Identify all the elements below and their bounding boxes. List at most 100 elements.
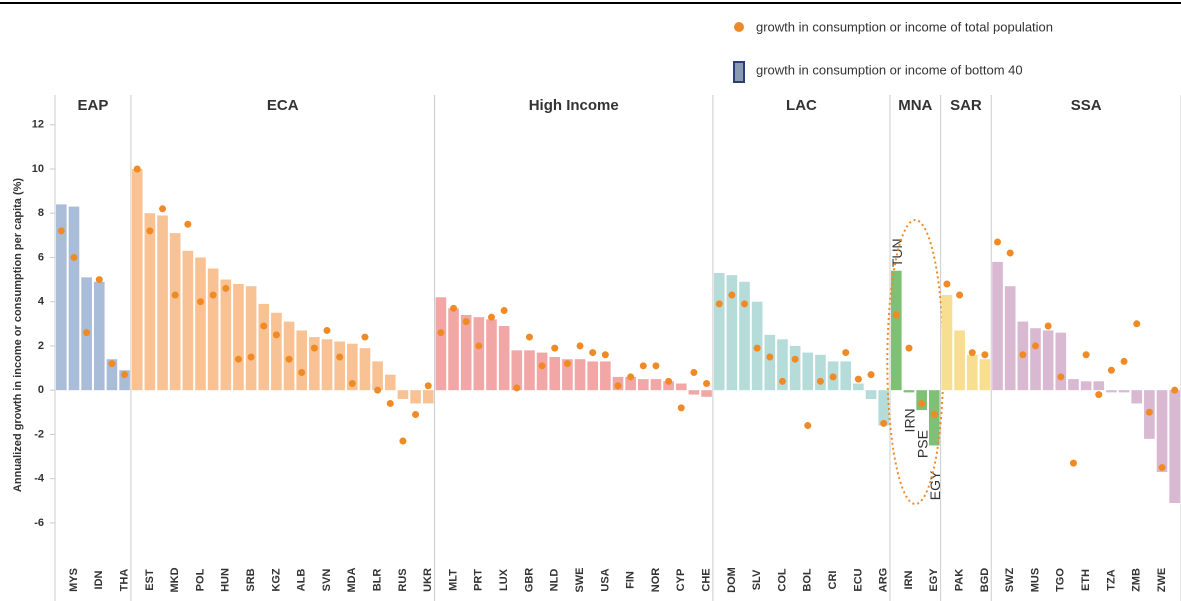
dot xyxy=(741,300,749,308)
dot xyxy=(551,344,559,352)
bar xyxy=(410,390,421,404)
x-tick-label: ECU xyxy=(852,568,864,591)
bar xyxy=(701,390,712,397)
dot xyxy=(1044,322,1052,330)
dot xyxy=(1145,408,1153,416)
panel-title: SSA xyxy=(1071,97,1102,114)
dot xyxy=(627,373,635,381)
dot xyxy=(854,375,862,383)
bar xyxy=(903,390,915,393)
panel-title: LAC xyxy=(786,97,817,114)
bar xyxy=(435,297,447,391)
dot xyxy=(690,368,698,376)
legend-dot xyxy=(734,22,744,32)
x-tick-label: TGO xyxy=(1055,568,1067,592)
dot xyxy=(437,329,445,337)
bar xyxy=(600,361,611,391)
dot xyxy=(1069,459,1077,467)
bar xyxy=(536,352,548,391)
dot xyxy=(677,404,685,412)
bar xyxy=(498,326,510,391)
dot xyxy=(57,227,65,235)
dot xyxy=(500,307,508,315)
bar xyxy=(574,359,586,391)
dot xyxy=(83,329,91,337)
legend-label: growth in consumption or income of total… xyxy=(756,19,1053,34)
bar xyxy=(675,383,687,391)
bar xyxy=(663,381,674,391)
dot xyxy=(715,300,723,308)
panel-title: MNA xyxy=(898,97,932,114)
x-tick-label: MUS xyxy=(1029,568,1041,592)
dot xyxy=(943,280,951,288)
dot xyxy=(930,410,938,418)
dot xyxy=(816,377,824,385)
dot xyxy=(222,284,230,292)
bar xyxy=(473,317,485,391)
x-tick-label: FIN xyxy=(625,571,637,589)
x-tick-label: HUN xyxy=(220,568,232,592)
y-tick-label: 2 xyxy=(38,340,44,352)
dot xyxy=(1120,357,1128,365)
dot xyxy=(399,437,407,445)
dot xyxy=(1082,351,1090,359)
bar xyxy=(245,286,257,391)
panel-title: SAR xyxy=(950,97,982,114)
x-tick-label: SLV xyxy=(751,569,763,590)
dot xyxy=(95,276,103,284)
x-tick-label: IDN xyxy=(93,570,105,589)
dot xyxy=(867,371,875,379)
bar xyxy=(460,314,472,391)
y-tick-label: 0 xyxy=(38,384,44,396)
dot xyxy=(563,360,571,368)
bar xyxy=(1106,390,1117,393)
bar xyxy=(865,390,877,400)
dot xyxy=(121,371,129,379)
x-tick-label: CRI xyxy=(827,571,839,590)
bar xyxy=(1080,381,1092,391)
x-tick-label: ETH xyxy=(1080,569,1092,591)
bar xyxy=(802,352,814,391)
dot xyxy=(842,349,850,357)
annotation: EGY xyxy=(927,470,943,500)
x-tick-label: BGD xyxy=(979,568,991,593)
bar xyxy=(1131,390,1143,404)
dot xyxy=(728,291,736,299)
bar xyxy=(789,345,801,391)
dot xyxy=(589,349,597,357)
dot xyxy=(981,351,989,359)
x-tick-label: USA xyxy=(599,568,611,591)
bar xyxy=(941,295,953,391)
dot xyxy=(310,344,318,352)
panel-title: High Income xyxy=(529,97,619,114)
x-tick-label: UKR xyxy=(422,568,434,592)
dot xyxy=(1032,342,1040,350)
y-tick-label: 10 xyxy=(32,163,44,175)
bar xyxy=(56,204,67,391)
bar xyxy=(321,339,333,391)
dot xyxy=(994,238,1002,246)
dot xyxy=(386,399,394,407)
bar xyxy=(397,390,409,400)
y-tick-label: 8 xyxy=(38,207,44,219)
x-tick-label: COL xyxy=(776,568,788,592)
dot xyxy=(336,353,344,361)
x-tick-label: EGY xyxy=(928,568,940,592)
bar xyxy=(334,341,345,391)
dot xyxy=(703,380,711,388)
bar xyxy=(1068,379,1079,391)
dot xyxy=(209,291,217,299)
bar xyxy=(891,270,902,391)
bar xyxy=(966,354,978,391)
x-tick-label: IRN xyxy=(903,570,915,589)
bar xyxy=(486,319,497,391)
x-tick-label: BLR xyxy=(372,569,384,592)
dot xyxy=(487,313,495,321)
dot xyxy=(146,227,154,235)
bar xyxy=(422,390,434,404)
dot xyxy=(525,333,533,341)
dot xyxy=(1057,373,1065,381)
bar xyxy=(359,348,371,391)
dot xyxy=(1171,386,1179,394)
